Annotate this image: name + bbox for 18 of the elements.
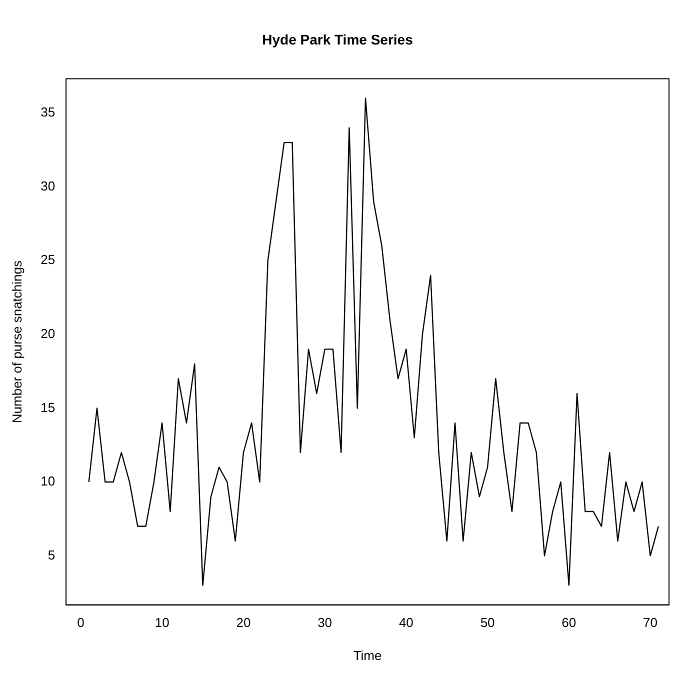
y-tick-label: 15 xyxy=(40,400,56,415)
x-tick-label: 70 xyxy=(643,615,658,630)
x-tick-label: 10 xyxy=(154,615,170,630)
x-axis-title: Time xyxy=(353,648,382,663)
y-tick-label: 35 xyxy=(40,104,56,120)
x-tick-label: 50 xyxy=(480,615,495,630)
y-tick-label: 25 xyxy=(40,252,56,268)
y-axis-title: Number of purse snatchings xyxy=(9,260,24,424)
x-tick-label: 0 xyxy=(77,615,84,630)
x-tick-label: 60 xyxy=(562,615,576,630)
x-tick-label: 30 xyxy=(318,615,332,630)
y-tick-label: 30 xyxy=(40,178,56,194)
x-tick-label: 20 xyxy=(236,615,251,630)
y-tick-label: 5 xyxy=(48,547,56,562)
x-tick-label: 40 xyxy=(398,615,414,630)
y-tick-label: 20 xyxy=(40,326,56,341)
y-tick-label: 10 xyxy=(40,474,56,489)
chart-title: Hyde Park Time Series xyxy=(262,31,414,48)
